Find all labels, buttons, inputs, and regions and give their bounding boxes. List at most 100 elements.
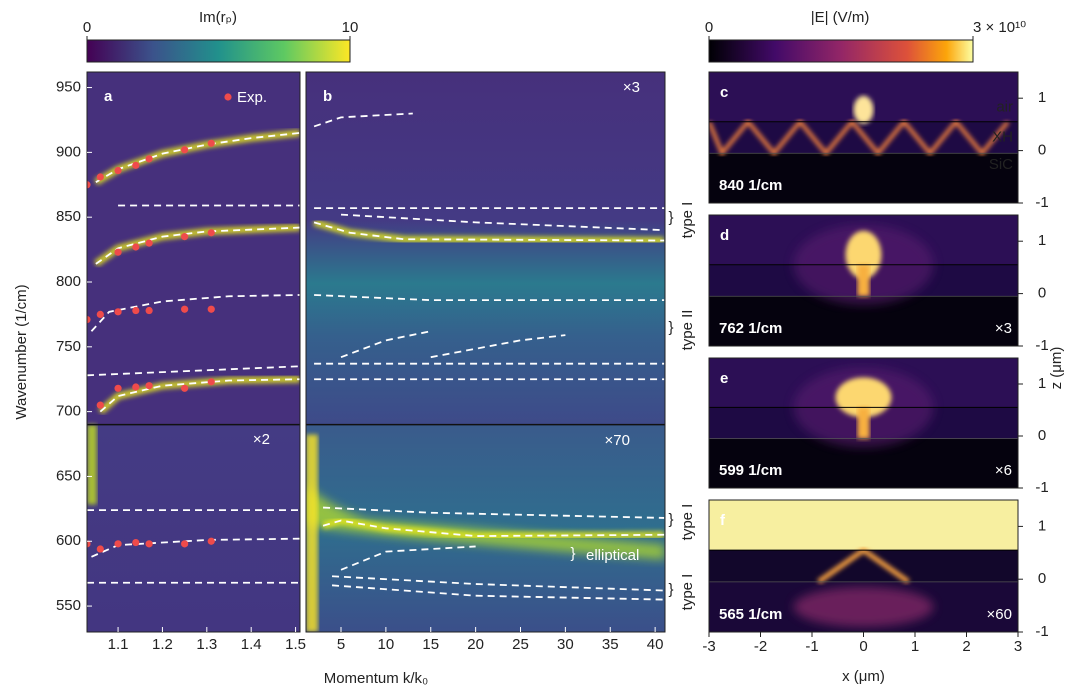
exp-point: [114, 384, 122, 392]
multiplier: ×6: [995, 462, 1012, 479]
bracket-label: elliptical: [586, 547, 639, 564]
dispersion-line: [430, 334, 566, 359]
exp-point: [181, 233, 189, 241]
legend-label: Exp.: [237, 89, 267, 106]
exp-point: [145, 155, 153, 163]
dispersion-line: [314, 294, 665, 302]
x-tick-label: 2: [962, 638, 970, 655]
y-tick-label: 0: [1038, 427, 1046, 444]
bracket: }: [668, 581, 673, 598]
field-hotspot: [857, 407, 870, 439]
y-tick-label: 1: [1038, 517, 1046, 534]
dispersion-line: [91, 537, 300, 558]
heatmap-glow: [306, 434, 318, 632]
exp-point: [181, 305, 189, 313]
dispersion-line: [340, 545, 476, 571]
heatmap-glow: [306, 484, 665, 560]
legend-marker: [224, 93, 232, 101]
bracket: }: [668, 511, 673, 528]
colorbar: [708, 39, 974, 63]
y-tick-label: -1: [1035, 337, 1048, 354]
exp-point: [207, 378, 215, 386]
x-tick-label: 35: [602, 636, 619, 653]
xh-layer: [709, 550, 1018, 582]
field-glow: [793, 586, 934, 627]
y-tick-label: 800: [56, 273, 81, 290]
heatmap-bottom: [87, 424, 300, 632]
frame: [708, 71, 1019, 204]
dispersion-line: [331, 575, 665, 592]
colorbar-label: |E| (V/m): [811, 9, 870, 26]
exp-point: [96, 545, 104, 553]
field-map: [709, 500, 1018, 632]
multiplier: ×70: [605, 432, 630, 449]
multiplier: ×60: [987, 606, 1012, 623]
exp-point: [87, 181, 91, 189]
exp-point: [207, 305, 215, 313]
frame: [708, 214, 1019, 347]
exp-point: [145, 239, 153, 247]
exp-point: [96, 173, 104, 181]
colorbar-tick-label: 3 × 10¹⁰: [973, 19, 1026, 36]
y-axis-label: z (μm): [1048, 347, 1065, 390]
exp-point: [114, 248, 122, 256]
dispersion-line: [322, 519, 665, 537]
exp-point: [132, 306, 140, 315]
y-tick-label: 1: [1038, 232, 1046, 249]
exp-point: [132, 538, 140, 547]
multiplier: ×3: [995, 320, 1012, 337]
y-tick-label: 0: [1038, 570, 1046, 587]
bracket: }: [570, 545, 575, 562]
dispersion-line: [313, 112, 413, 128]
y-tick-label: 600: [56, 532, 81, 549]
colorbar-tick-label: 0: [83, 19, 91, 36]
frame: [86, 71, 301, 633]
x-tick-label: 30: [557, 636, 574, 653]
x-tick-label: -2: [754, 638, 767, 655]
panel-label: a: [104, 88, 113, 105]
exp-point: [207, 229, 215, 237]
y-tick-label: 650: [56, 467, 81, 484]
multiplier: ×2: [253, 431, 270, 448]
plot-area: [87, 72, 300, 632]
dispersion-line: [95, 132, 300, 183]
frame: [708, 357, 1019, 489]
x-tick-label: 15: [422, 636, 439, 653]
y-tick-label: -1: [1035, 479, 1048, 496]
panel-label: c: [720, 84, 728, 101]
x-tick-label: 1: [911, 638, 919, 655]
x-axis-label: x (μm): [842, 668, 885, 685]
bracket-label: type I: [679, 202, 696, 239]
exp-point: [145, 306, 153, 315]
exp-point: [181, 540, 189, 548]
y-tick-label: 0: [1038, 142, 1046, 159]
bracket: }: [668, 319, 673, 336]
y-tick-label: 1: [1038, 375, 1046, 392]
x-tick-label: 20: [467, 636, 484, 653]
dispersion-line: [340, 330, 431, 359]
exp-point: [87, 540, 91, 548]
exp-point: [114, 308, 122, 316]
y-tick-label: -1: [1035, 194, 1048, 211]
heatmap-top: [306, 72, 665, 425]
exp-point: [181, 384, 189, 392]
y-tick-label: 700: [56, 403, 81, 420]
x-tick-label: 1.2: [152, 636, 173, 653]
y-axis-label: Wavenumber (1/cm): [13, 284, 30, 419]
x-tick-label: -1: [805, 638, 818, 655]
frequency-label: 565 1/cm: [719, 606, 782, 623]
y-tick-label: -1: [1035, 623, 1048, 640]
exp-point: [114, 540, 122, 548]
frequency-label: 599 1/cm: [719, 462, 782, 479]
bracket: }: [668, 209, 673, 226]
exp-point: [181, 146, 189, 154]
frame: [305, 71, 666, 633]
colorbar-tick-label: 0: [705, 19, 713, 36]
exp-point: [207, 139, 215, 147]
colorbar-tick-label: 10: [342, 19, 359, 36]
exp-point: [87, 315, 91, 324]
panel-label: e: [720, 370, 728, 387]
exp-point: [132, 161, 140, 169]
exp-point: [207, 537, 215, 545]
exp-point: [96, 401, 104, 409]
